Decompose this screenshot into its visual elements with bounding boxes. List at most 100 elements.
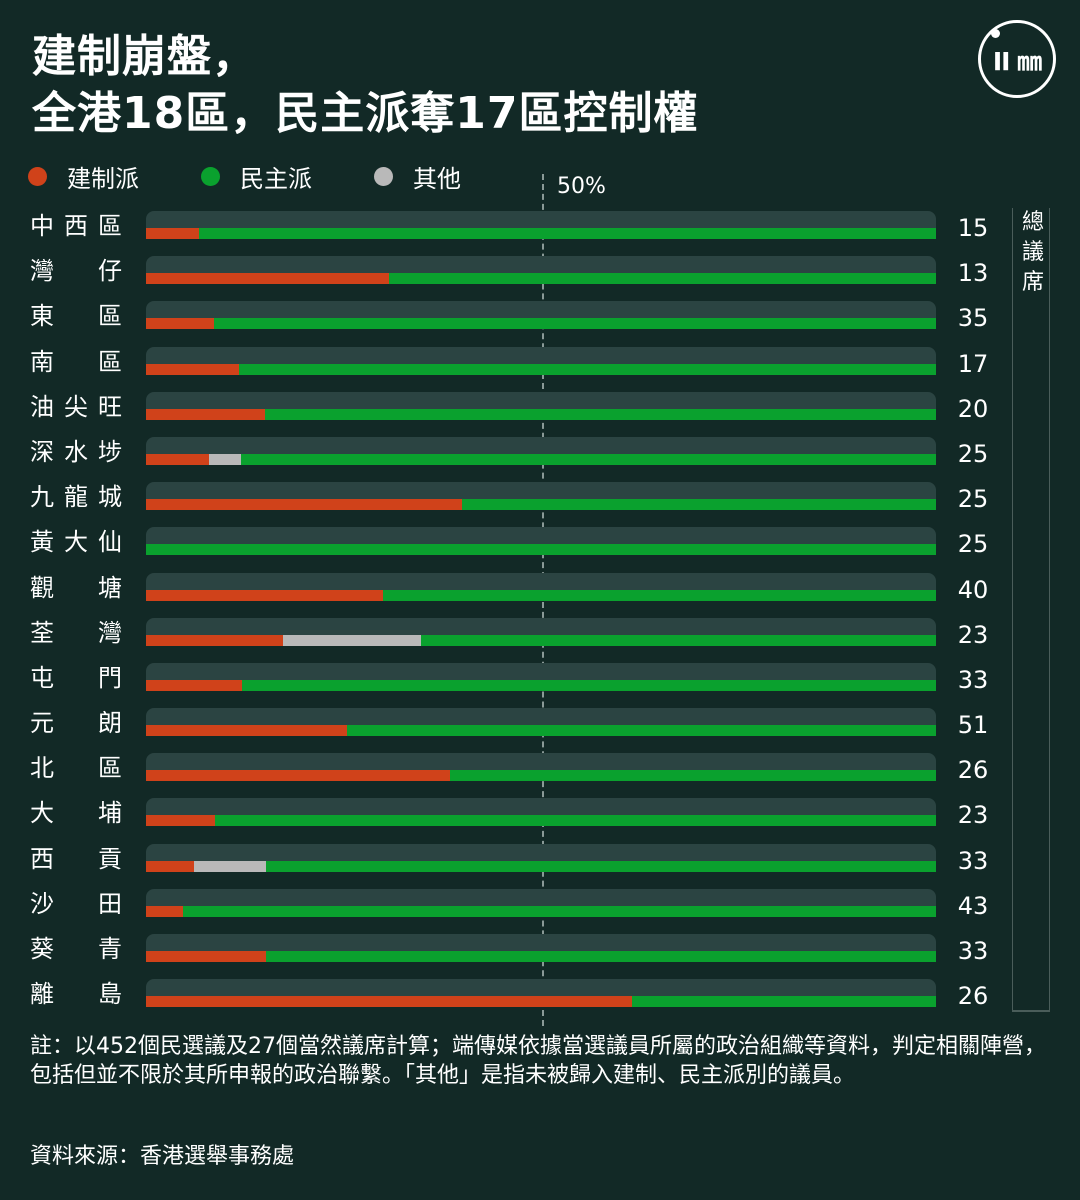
district-label: 荃灣 xyxy=(30,618,122,647)
bar-track xyxy=(146,211,936,239)
total-seats-value: 20 xyxy=(957,394,989,423)
district-row: 大埔 23 xyxy=(0,795,1080,840)
bar-segment-pro-democracy xyxy=(264,408,936,420)
bar-segment-pro-democracy xyxy=(238,363,936,375)
bar-segment-pro-establishment xyxy=(146,589,383,601)
bar-segment-pro-democracy xyxy=(449,770,936,782)
legend-dot-other xyxy=(374,166,393,186)
total-seats-header: 總議席 xyxy=(1021,210,1044,295)
bar-track xyxy=(146,979,936,1008)
district-label: 黃大仙 xyxy=(30,528,122,557)
bar-segment-pro-establishment xyxy=(146,951,266,962)
total-seats-value: 25 xyxy=(957,530,989,559)
district-label: 離島 xyxy=(30,980,122,1009)
title-line-1: 建制崩盤， xyxy=(32,31,257,82)
district-row: 深水埗 25 xyxy=(0,434,1080,479)
district-label: 沙田 xyxy=(30,889,122,918)
district-row: 九龍城 25 xyxy=(0,479,1080,524)
bar-segment-pro-establishment xyxy=(146,318,214,330)
district-label: 中西區 xyxy=(30,212,122,240)
total-seats-value: 13 xyxy=(957,259,989,288)
district-row: 南區 17 xyxy=(0,344,1080,389)
total-seats-value: 51 xyxy=(957,711,989,740)
bar-segment-pro-establishment xyxy=(146,725,348,737)
logo-text: ΙΙ ㎜ xyxy=(992,47,1042,76)
bar-segment-pro-establishment xyxy=(146,770,450,782)
district-row: 黃大仙 25 xyxy=(0,524,1080,569)
bar-segment-pro-democracy xyxy=(198,228,936,239)
district-label: 觀塘 xyxy=(30,573,122,602)
title-line-2: 全港18區，民主派奪17區控制權 xyxy=(32,88,699,139)
bar-segment-pro-democracy xyxy=(265,860,936,872)
bar-segment-pro-democracy xyxy=(462,499,936,511)
bar-segment-pro-democracy xyxy=(241,679,936,691)
district-row: 屯門 33 xyxy=(0,660,1080,705)
district-label: 元朗 xyxy=(30,709,122,738)
total-seats-value: 35 xyxy=(957,304,989,333)
district-row: 油尖旺 20 xyxy=(0,389,1080,434)
initium-logo-icon: ΙΙ ㎜ xyxy=(978,20,1056,98)
bar-track xyxy=(146,346,936,375)
total-seats-value: 15 xyxy=(957,214,989,242)
bar-segment-other xyxy=(283,634,421,646)
total-seats-value: 40 xyxy=(957,575,989,604)
bar-track xyxy=(146,436,936,465)
bar-track xyxy=(146,617,936,646)
bar-segment-pro-establishment xyxy=(146,273,390,285)
legend-label-other: 其他 xyxy=(413,164,461,193)
bar-segment-pro-establishment xyxy=(146,453,210,465)
district-rows: 中西區 15 灣仔 13 東區 35 南區 17 油尖旺 20 深水埗 25 九龍城 25 黃大仙 25 觀塘 4… xyxy=(0,208,1080,1021)
district-label: 深水埗 xyxy=(30,437,122,466)
legend-dot-pro-establishment xyxy=(28,166,47,186)
total-seats-value: 26 xyxy=(957,982,989,1011)
total-seats-value: 17 xyxy=(957,349,989,378)
bar-segment-other xyxy=(193,860,266,872)
bar-segment-pro-democracy xyxy=(347,725,936,737)
district-row: 灣仔 13 xyxy=(0,253,1080,298)
district-row: 北區 26 xyxy=(0,750,1080,795)
district-row: 中西區 15 xyxy=(0,208,1080,253)
logo-dot xyxy=(991,29,1000,38)
bar-segment-pro-democracy xyxy=(265,951,936,962)
bar-segment-pro-establishment xyxy=(146,905,183,917)
bar-track xyxy=(146,934,936,962)
total-seats-value: 25 xyxy=(957,485,989,514)
bar-segment-pro-democracy xyxy=(389,273,936,285)
legend-item-pro-establishment: 建制派 xyxy=(28,158,139,194)
bar-track xyxy=(146,753,936,782)
legend-label-pro-democracy: 民主派 xyxy=(240,164,312,193)
bar-segment-pro-establishment xyxy=(146,815,215,827)
bar-track xyxy=(146,798,936,827)
total-seats-value: 43 xyxy=(957,891,989,920)
total-seats-value: 26 xyxy=(957,756,989,785)
bar-track xyxy=(146,662,936,691)
bar-segment-pro-establishment xyxy=(146,679,242,691)
total-seats-bracket xyxy=(1012,208,1050,1012)
district-row: 西貢 33 xyxy=(0,841,1080,886)
district-row: 沙田 43 xyxy=(0,886,1080,931)
bar-track xyxy=(146,888,936,917)
bar-segment-pro-democracy xyxy=(213,318,936,330)
district-row: 荃灣 23 xyxy=(0,615,1080,660)
legend-dot-pro-democracy xyxy=(201,166,220,186)
bar-segment-pro-establishment xyxy=(146,996,633,1008)
district-row: 葵青 33 xyxy=(0,931,1080,976)
district-label: 灣仔 xyxy=(30,257,122,286)
legend-item-pro-democracy: 民主派 xyxy=(201,158,312,194)
bar-track xyxy=(146,391,936,420)
total-seats-value: 25 xyxy=(957,439,989,468)
bar-segment-pro-democracy xyxy=(383,589,936,601)
bar-track xyxy=(146,708,936,737)
bar-track xyxy=(146,572,936,601)
district-label: 屯門 xyxy=(30,663,122,692)
total-seats-value: 33 xyxy=(957,665,989,694)
total-seats-value: 23 xyxy=(957,801,989,830)
district-label: 九龍城 xyxy=(30,483,122,512)
source-note: 資料來源：香港選舉事務處 xyxy=(30,1144,295,1169)
legend-item-other: 其他 xyxy=(374,158,461,194)
bar-track xyxy=(146,301,936,330)
bar-segment-pro-democracy xyxy=(240,453,936,465)
legend: 建制派 民主派 其他 xyxy=(28,158,461,194)
bar-segment-pro-establishment xyxy=(146,363,239,375)
bar-segment-pro-democracy xyxy=(420,634,936,646)
